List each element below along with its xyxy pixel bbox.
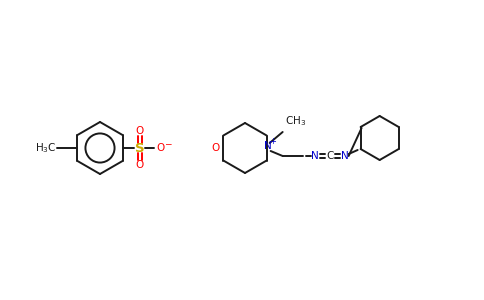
Text: N: N <box>311 151 318 161</box>
Text: O: O <box>136 126 144 136</box>
Text: N: N <box>264 141 272 151</box>
Text: +: + <box>269 136 276 146</box>
Text: O: O <box>156 143 165 153</box>
Text: CH$_3$: CH$_3$ <box>285 114 306 128</box>
Text: S: S <box>135 142 144 154</box>
Text: −: − <box>164 140 171 148</box>
Text: C: C <box>326 151 333 161</box>
Text: N: N <box>341 151 348 161</box>
Text: H$_3$C: H$_3$C <box>35 141 57 155</box>
Text: O: O <box>211 143 219 153</box>
Text: O: O <box>136 160 144 170</box>
